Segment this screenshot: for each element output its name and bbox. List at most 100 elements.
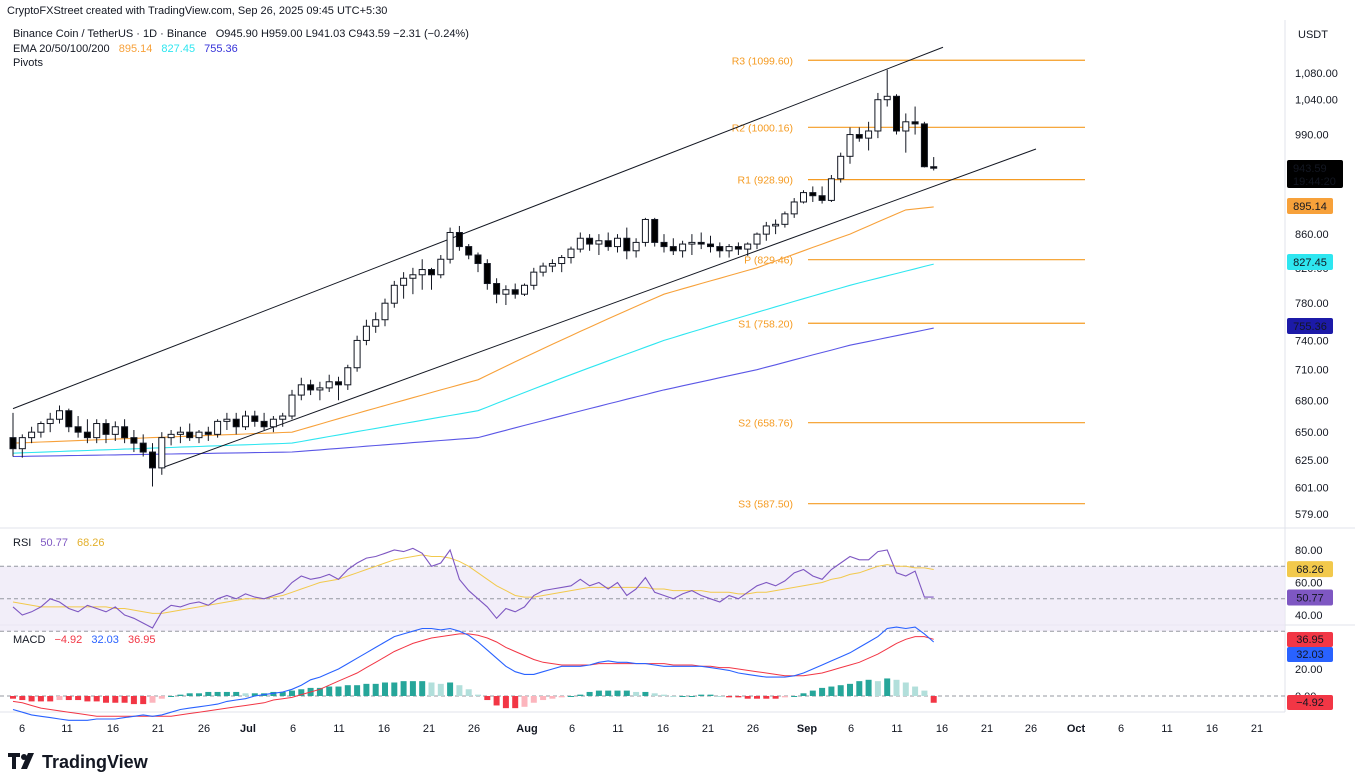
candle-body (307, 384, 315, 391)
price-tick: 740.00 (1295, 335, 1329, 347)
rsi-ma-badge: 68.26 (1296, 564, 1324, 576)
macd-hist-bar (56, 696, 63, 701)
pivot-label: S3 (587.50) (738, 499, 793, 511)
macd-hist-bar (874, 681, 881, 696)
macd-hist-bar (75, 696, 82, 701)
macd-hist-bar (605, 690, 612, 696)
time-tick: 21 (152, 723, 164, 735)
time-tick: 11 (612, 723, 623, 735)
macd-hist-bar (707, 694, 714, 696)
macd-hist-bar (93, 696, 100, 702)
rsi-line (12, 547, 934, 629)
candle-body (530, 271, 538, 286)
pivot-label: R2 (1000.16) (732, 122, 793, 134)
ema50-badge: 895.14 (1293, 201, 1327, 213)
rsi-tick: 60.00 (1295, 578, 1323, 590)
macd-hist-bar (121, 696, 128, 703)
candle-body (56, 410, 63, 420)
candle-body (204, 431, 212, 435)
candle-body (539, 265, 547, 273)
macd-hist-bar (577, 694, 584, 696)
pivots-legend: Pivots (13, 57, 43, 69)
candle-body (604, 240, 612, 248)
last-price-badge: 943.59 (1293, 163, 1327, 175)
time-tick: 6 (848, 723, 854, 735)
macd-signal-badge-bg (1287, 632, 1333, 647)
macd-hist-bar (651, 693, 658, 696)
candle-body (753, 233, 761, 245)
macd-hist-bar (372, 683, 379, 696)
macd-hist-bar (37, 696, 44, 702)
macd-hist-bar (595, 690, 602, 696)
macd-hist-bar (698, 694, 705, 696)
candle-body (418, 269, 426, 276)
currency-label: USDT (1298, 29, 1328, 41)
macd-hist-bar (344, 685, 351, 696)
macd-line-badge: 32.03 (1296, 649, 1324, 661)
channel-lower-line (161, 148, 1037, 469)
macd-hist-bar (437, 683, 444, 696)
macd-hist-bar (642, 691, 649, 696)
candle-body (288, 394, 296, 417)
candle-body (558, 257, 566, 265)
candle-body (195, 431, 203, 439)
macd-hist-bar (326, 686, 333, 696)
macd-hist-bar (130, 696, 137, 705)
candle-body (697, 241, 705, 245)
time-tick: Sep (797, 723, 817, 735)
macd-hist-bar (186, 693, 193, 696)
candle-body (474, 254, 482, 265)
candle-body (809, 192, 817, 197)
ema200-badge: 755.36 (1293, 321, 1327, 333)
time-tick: 6 (19, 723, 25, 735)
macd-hist-bar (716, 696, 723, 697)
candle-body (502, 289, 510, 295)
tradingview-logo: TradingView (8, 752, 148, 774)
price-tick: 650.00 (1295, 427, 1329, 439)
time-tick: 16 (378, 723, 390, 735)
candle-body (167, 433, 175, 439)
macd-hist-bar (298, 689, 305, 696)
rsi-value: 50.77 (40, 537, 68, 549)
candle-body (920, 123, 928, 168)
macd-hist-bar (84, 696, 91, 702)
macd-hist-bar (158, 696, 165, 699)
macd-hist-bar (902, 682, 909, 696)
chart-credit: CryptoFXStreet created with TradingView.… (7, 5, 388, 17)
candle-body (781, 213, 789, 225)
candle-body (911, 121, 919, 125)
macd-line-value: 32.03 (91, 634, 119, 646)
macd-hist-bar (763, 696, 770, 699)
countdown-badge: 19:44:20 (1293, 176, 1336, 188)
macd-hist-bar (661, 694, 667, 696)
time-tick: Oct (1067, 723, 1086, 735)
candle-body (865, 130, 873, 139)
macd-hist-bar (233, 691, 240, 696)
macd-hist-bar (47, 696, 54, 702)
macd-hist-bar (400, 681, 407, 696)
ema50-line (12, 206, 934, 444)
macd-hist-bar (242, 693, 249, 696)
macd-hist-bar (502, 696, 509, 709)
candle-body (762, 225, 770, 235)
macd-hist-bar (493, 696, 500, 706)
candle-body (465, 246, 473, 256)
candle-body (679, 243, 687, 252)
macd-hist-bar (205, 691, 212, 696)
candle-body (455, 231, 463, 248)
macd-hist-badge-bg (1287, 695, 1333, 710)
time-tick: 11 (61, 723, 72, 735)
macd-hist-bar (223, 691, 230, 696)
candle-body (186, 431, 194, 439)
macd-hist-bar (270, 691, 277, 696)
price-tick: 1,080.00 (1295, 68, 1338, 80)
rsi-ma-badge-bg (1287, 561, 1333, 578)
macd-hist-bar (363, 683, 370, 696)
ema50-badge-bg (1287, 198, 1333, 214)
macd-hist-bar (512, 696, 519, 709)
ema-legend: EMA 20/50/100/200 895.14 827.45 755.36 (13, 43, 244, 55)
macd-hist-bar (912, 686, 919, 696)
macd-hist-badge: −4.92 (1296, 697, 1324, 709)
macd-hist-bar (837, 685, 844, 696)
